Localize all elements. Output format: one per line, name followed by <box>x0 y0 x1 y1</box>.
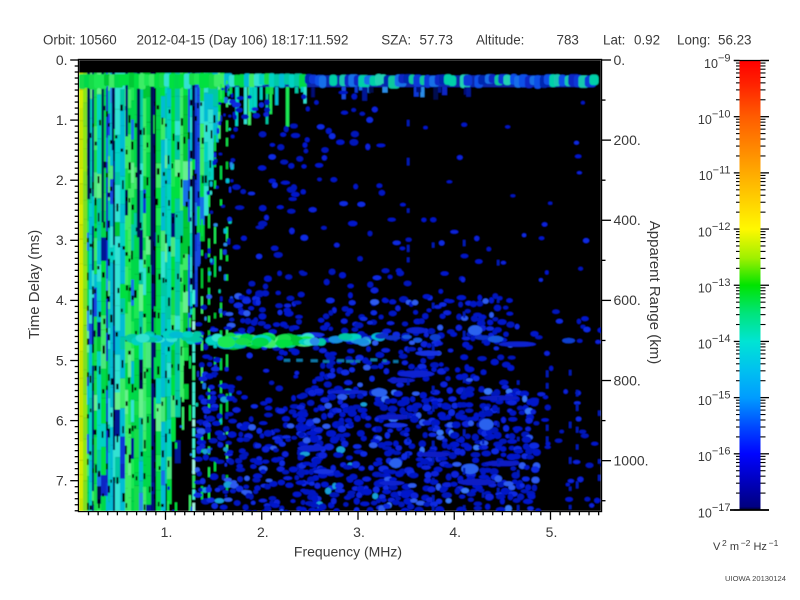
svg-text:10−15: 10−15 <box>698 389 731 408</box>
svg-text:400.: 400. <box>614 212 641 228</box>
svg-text:Orbit: 10560: Orbit: 10560 <box>43 32 117 47</box>
svg-text:56.23: 56.23 <box>718 32 752 47</box>
svg-text:200.: 200. <box>614 132 641 148</box>
svg-text:3.: 3. <box>56 232 68 248</box>
svg-text:UIOWA 20130124: UIOWA 20130124 <box>725 574 786 583</box>
svg-text:Frequency (MHz): Frequency (MHz) <box>294 544 402 560</box>
svg-text:10−9: 10−9 <box>704 52 730 71</box>
svg-text:10−13: 10−13 <box>698 277 731 296</box>
svg-text:SZA:: SZA: <box>381 32 411 47</box>
svg-text:5.: 5. <box>546 524 558 540</box>
svg-text:Lat:: Lat: <box>603 32 625 47</box>
svg-text:Altitude:: Altitude: <box>476 32 524 47</box>
svg-text:6.: 6. <box>56 412 68 428</box>
svg-text:Apparent Range (km): Apparent Range (km) <box>646 221 663 364</box>
svg-text:0.: 0. <box>614 52 626 68</box>
svg-text:2012-04-15 (Day 106) 18:17:11.: 2012-04-15 (Day 106) 18:17:11.592 <box>137 32 349 47</box>
svg-text:4.: 4. <box>56 292 68 308</box>
svg-text:3.: 3. <box>353 524 365 540</box>
svg-text:Long:: Long: <box>677 32 711 47</box>
svg-text:0.: 0. <box>56 52 68 68</box>
svg-text:7.: 7. <box>56 473 68 489</box>
svg-text:1000.: 1000. <box>614 453 649 469</box>
svg-text:V 2 m −2 Hz −1: V 2 m −2 Hz −1 <box>713 538 779 553</box>
svg-text:0.92: 0.92 <box>634 32 660 47</box>
svg-text:5.: 5. <box>56 352 68 368</box>
svg-text:10−17: 10−17 <box>698 502 731 521</box>
svg-text:10−10: 10−10 <box>698 109 731 128</box>
svg-text:1.: 1. <box>161 524 173 540</box>
svg-text:10−12: 10−12 <box>698 221 731 240</box>
svg-text:800.: 800. <box>614 372 641 388</box>
svg-text:783: 783 <box>557 32 579 47</box>
svg-text:2.: 2. <box>56 172 68 188</box>
svg-text:57.73: 57.73 <box>420 32 454 47</box>
svg-text:2.: 2. <box>257 524 269 540</box>
svg-text:4.: 4. <box>449 524 461 540</box>
svg-text:10−16: 10−16 <box>698 446 731 465</box>
svg-text:Time Delay (ms): Time Delay (ms) <box>26 230 43 339</box>
svg-text:10−14: 10−14 <box>698 333 731 352</box>
svg-text:1.: 1. <box>56 112 68 128</box>
svg-text:600.: 600. <box>614 292 641 308</box>
svg-text:10−11: 10−11 <box>699 165 731 184</box>
